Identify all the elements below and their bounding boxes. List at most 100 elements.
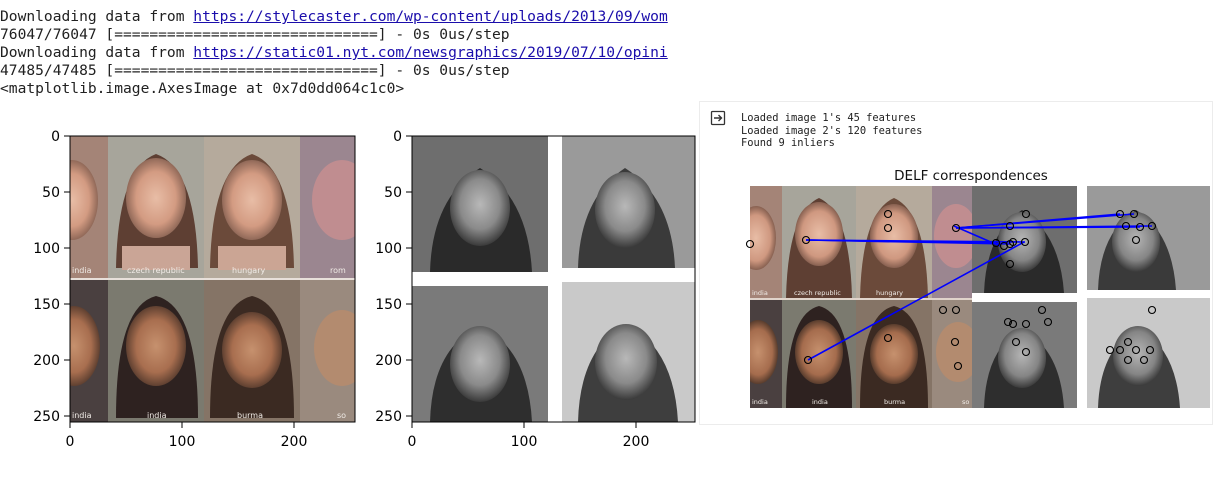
keypoint <box>1135 222 1145 232</box>
axes-frame <box>411 135 696 423</box>
y-axis: 0 50 100 150 200 250 <box>33 129 70 425</box>
tile-label: india <box>752 398 768 406</box>
tile-label: burma <box>884 398 905 406</box>
keypoints <box>745 209 1157 371</box>
download-link-2[interactable]: https://static01.nyt.com/newsgraphics/20… <box>193 44 668 61</box>
log-line-repr: <matplotlib.image.AxesImage at 0x7d0dd06… <box>0 80 405 97</box>
y-tick-label: 100 <box>33 241 60 257</box>
keypoint <box>950 337 960 347</box>
tile-label: so <box>337 411 346 420</box>
y-tick-label: 50 <box>42 185 60 201</box>
match-line <box>807 241 1025 361</box>
delf-log: Loaded image 1's 45 features Loaded image… <box>741 112 922 150</box>
face-tile <box>204 280 300 422</box>
y-tick-label: 150 <box>33 297 60 313</box>
y-tick-label: 250 <box>375 409 402 425</box>
x-axis: 0 100 200 <box>66 422 308 450</box>
x-tick-label: 100 <box>169 434 196 450</box>
keypoint <box>1123 337 1133 347</box>
axes-frame <box>69 135 356 423</box>
mugshots-image <box>412 136 695 422</box>
tile-label: hungary <box>876 289 903 297</box>
keypoint <box>1008 319 1018 329</box>
keypoint <box>1005 259 1015 269</box>
keypoint <box>953 361 963 371</box>
x-tick-label: 200 <box>281 434 308 450</box>
delf-log-line: Loaded image 1's 45 features <box>741 112 917 124</box>
keypoint <box>745 239 755 249</box>
keypoint <box>1145 345 1155 355</box>
match-line <box>955 225 1153 229</box>
keypoint <box>1115 209 1125 219</box>
y-tick-label: 50 <box>384 185 402 201</box>
plot-mugshots: 0 50 100 150 200 250 0 100 200 <box>350 128 696 458</box>
tile-label: india <box>72 411 92 420</box>
keypoint <box>951 223 961 233</box>
keypoint <box>1147 221 1157 231</box>
keypoint <box>1131 235 1141 245</box>
tile-label: india <box>147 411 167 420</box>
delf-log-line: Loaded image 2's 120 features <box>741 124 923 137</box>
mugshot-tile <box>562 282 695 422</box>
y-tick-label: 100 <box>375 241 402 257</box>
keypoint <box>1129 209 1139 219</box>
face-tile <box>108 136 204 278</box>
y-tick-label: 200 <box>375 353 402 369</box>
keypoint <box>803 355 813 365</box>
mugshot-tile <box>412 136 548 272</box>
keypoint <box>1121 221 1131 231</box>
tile-label: india <box>72 266 92 275</box>
log-line-progress-2: 47485/47485 [===========================… <box>0 62 510 79</box>
plot-mugshots-svg: 0 50 100 150 200 250 0 100 200 <box>375 129 696 450</box>
keypoint <box>1003 317 1013 327</box>
download-link-1[interactable]: https://stylecaster.com/wp-content/uploa… <box>193 8 668 25</box>
keypoint <box>991 238 1001 248</box>
mugshot-tile <box>562 136 695 268</box>
keypoint <box>1011 337 1021 347</box>
delf-faces-image: india czech republic hungary india india… <box>750 186 972 408</box>
keypoint <box>1115 345 1125 355</box>
keypoint <box>1147 305 1157 315</box>
keypoint <box>883 209 893 219</box>
plot-faces: india czech republic hungary rom india i… <box>12 128 357 458</box>
keypoint <box>1005 221 1015 231</box>
keypoint <box>1020 237 1030 247</box>
face-tile <box>108 280 204 422</box>
tile-label: india <box>752 289 768 297</box>
keypoint <box>951 305 961 315</box>
tile-label: rom <box>330 266 346 275</box>
keypoint <box>1021 209 1031 219</box>
keypoint <box>801 235 811 245</box>
output-arrow-icon[interactable] <box>710 110 726 126</box>
keypoint <box>1131 345 1141 355</box>
keypoint <box>1123 355 1133 365</box>
y-tick-label: 250 <box>33 409 60 425</box>
y-axis: 0 50 100 150 200 250 <box>375 129 412 425</box>
y-tick-label: 0 <box>393 129 402 145</box>
face-tile <box>300 280 355 422</box>
tile-label: hungary <box>232 266 265 275</box>
tile-label: india <box>812 398 828 406</box>
plot-faces-svg: india czech republic hungary rom india i… <box>33 129 356 450</box>
tile-label: burma <box>237 411 263 420</box>
x-tick-label: 0 <box>408 434 417 450</box>
keypoint <box>1021 319 1031 329</box>
keypoint <box>1043 317 1053 327</box>
delf-title: DELF correspondences <box>894 168 1048 184</box>
keypoint <box>1105 345 1115 355</box>
log-line-download-2: Downloading data from https://static01.n… <box>0 44 668 61</box>
face-tile <box>300 136 355 278</box>
delf-figure: DELF correspondences <box>745 168 1210 408</box>
tile-label: so <box>962 398 969 406</box>
face-tile <box>70 136 108 278</box>
log-line-progress-1: 76047/76047 [===========================… <box>0 26 510 43</box>
delf-log-line: Found 9 inliers <box>741 137 835 149</box>
x-tick-label: 200 <box>623 434 650 450</box>
keypoint <box>1037 305 1047 315</box>
mugshot-tile <box>412 286 548 422</box>
tile-label: czech republic <box>794 289 841 297</box>
y-tick-label: 150 <box>375 297 402 313</box>
face-tile <box>70 280 108 422</box>
y-tick-label: 0 <box>51 129 60 145</box>
keypoint <box>1021 347 1031 357</box>
